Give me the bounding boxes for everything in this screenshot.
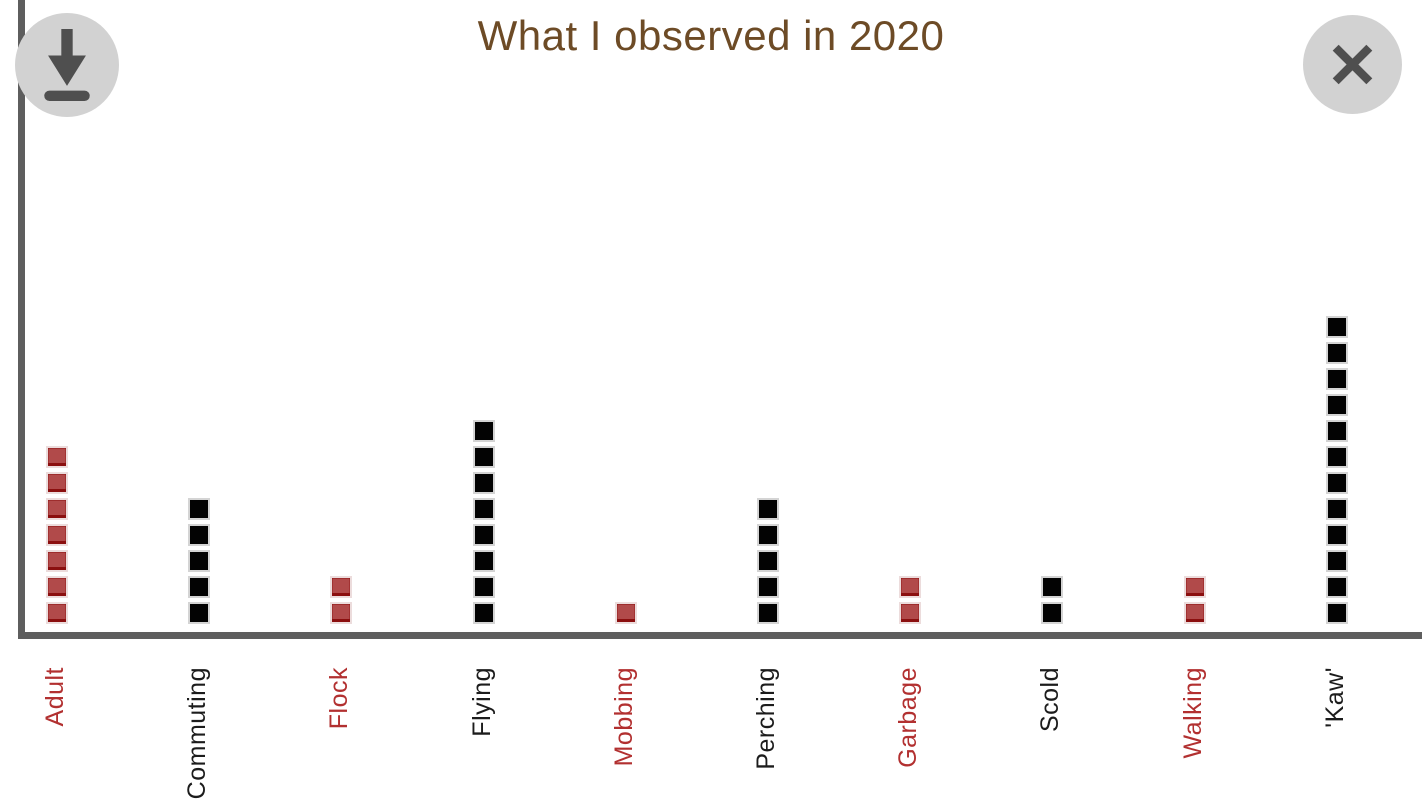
unit-square bbox=[472, 498, 495, 520]
unit-square bbox=[472, 472, 495, 494]
chart-title: What I observed in 2020 bbox=[477, 12, 945, 59]
unit-square bbox=[188, 524, 211, 546]
unit-square bbox=[46, 524, 68, 546]
unit-square bbox=[1183, 576, 1206, 598]
x-tick-label: Perching bbox=[752, 667, 780, 770]
unit-square bbox=[1325, 498, 1348, 520]
unit-square bbox=[1325, 316, 1348, 338]
x-tick-label: Flock bbox=[325, 667, 354, 730]
bar-column bbox=[472, 420, 495, 624]
unit-square bbox=[46, 472, 68, 494]
x-tick-label: Scold bbox=[1036, 667, 1065, 733]
bar-column bbox=[1041, 576, 1064, 624]
bar-column bbox=[46, 446, 68, 624]
unit-square bbox=[1041, 576, 1064, 598]
unit-square bbox=[1325, 576, 1348, 598]
unit-square bbox=[46, 498, 68, 520]
unit-square bbox=[330, 576, 353, 598]
unit-square bbox=[188, 576, 211, 598]
unit-square bbox=[757, 498, 779, 520]
x-tick-label: Adult bbox=[41, 667, 69, 727]
unit-square bbox=[1325, 446, 1348, 468]
bar-column bbox=[330, 576, 353, 624]
unit-square bbox=[757, 524, 779, 546]
unit-square bbox=[899, 602, 922, 624]
close-icon bbox=[1332, 44, 1373, 85]
unit-square bbox=[1325, 472, 1348, 494]
unit-square bbox=[472, 550, 495, 572]
unit-square bbox=[1325, 420, 1348, 442]
unit-square bbox=[46, 446, 68, 468]
close-button[interactable] bbox=[1303, 15, 1402, 114]
unit-square bbox=[1183, 602, 1206, 624]
unit-square bbox=[472, 420, 495, 442]
unit-square bbox=[188, 602, 211, 624]
unit-square bbox=[1325, 368, 1348, 390]
y-axis bbox=[18, 0, 25, 639]
x-tick-label: Flying bbox=[467, 667, 496, 737]
bar-column bbox=[757, 498, 779, 624]
x-tick-label: Garbage bbox=[894, 667, 923, 768]
unit-square bbox=[1325, 394, 1348, 416]
x-tick-label: Walking bbox=[1178, 667, 1207, 759]
download-button[interactable] bbox=[15, 13, 119, 117]
x-tick-label: 'Kaw' bbox=[1320, 667, 1349, 728]
unit-square bbox=[614, 602, 637, 624]
x-axis bbox=[18, 632, 1422, 639]
unit-square bbox=[188, 498, 211, 520]
x-tick-label: Commuting bbox=[183, 667, 212, 800]
unit-square bbox=[472, 576, 495, 598]
unit-square bbox=[757, 550, 779, 572]
bar-column bbox=[614, 602, 637, 624]
download-icon bbox=[44, 29, 90, 101]
bar-column bbox=[899, 576, 922, 624]
unit-square bbox=[472, 524, 495, 546]
bar-column bbox=[188, 498, 211, 624]
unit-square bbox=[899, 576, 922, 598]
unit-square bbox=[757, 576, 779, 598]
unit-square bbox=[1325, 342, 1348, 364]
unit-square bbox=[1325, 524, 1348, 546]
unit-square bbox=[46, 550, 68, 572]
unit-square bbox=[1041, 602, 1064, 624]
x-tick-label: Mobbing bbox=[609, 667, 638, 767]
unit-square bbox=[757, 602, 779, 624]
unit-square bbox=[188, 550, 211, 572]
unit-square bbox=[46, 602, 68, 624]
unit-square bbox=[330, 602, 353, 624]
unit-square bbox=[46, 576, 68, 598]
bar-column bbox=[1325, 316, 1348, 624]
unit-square bbox=[1325, 550, 1348, 572]
unit-square bbox=[1325, 602, 1348, 624]
unit-square bbox=[472, 446, 495, 468]
unit-square bbox=[472, 602, 495, 624]
bar-column bbox=[1183, 576, 1206, 624]
